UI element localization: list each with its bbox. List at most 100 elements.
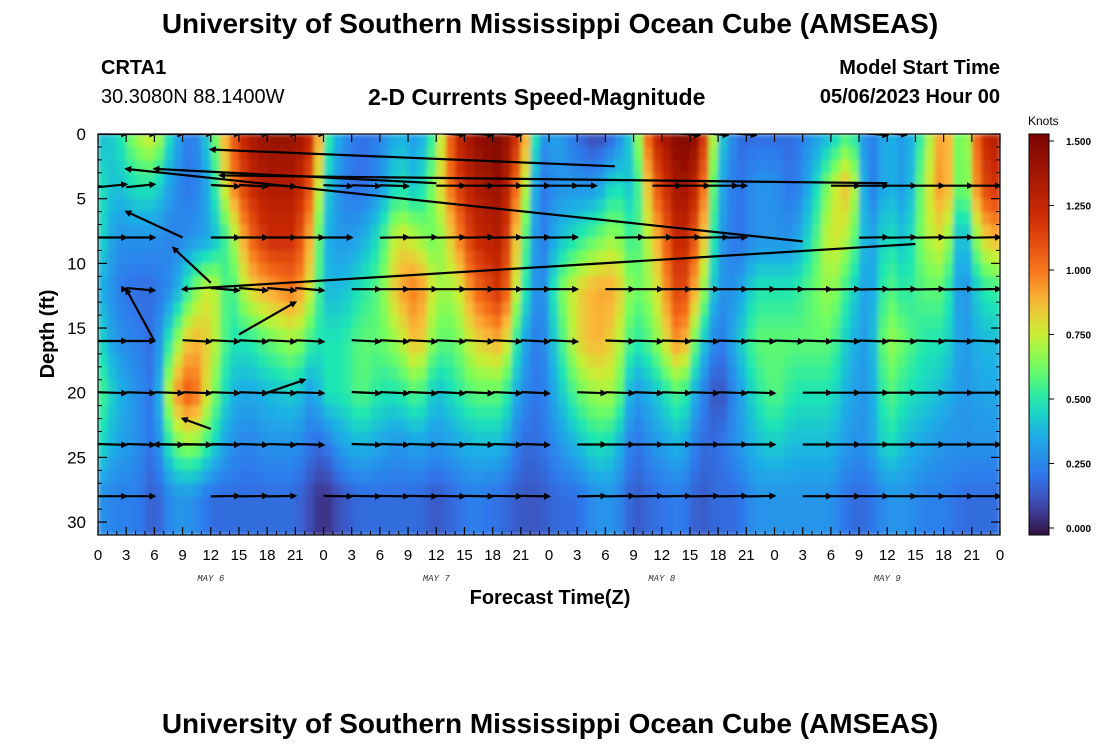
current-vector — [718, 337, 749, 345]
heatmap-cell — [173, 289, 184, 303]
heatmap-cell — [135, 250, 146, 264]
x-tick-label: 12 — [653, 547, 670, 564]
heatmap-cell — [624, 302, 635, 316]
heatmap-cell — [257, 340, 268, 355]
heatmap-cell — [520, 159, 531, 174]
heatmap-cell — [107, 509, 118, 523]
heatmap-cell — [802, 444, 813, 458]
heatmap-cell — [962, 470, 973, 484]
heatmap-cell — [746, 470, 757, 484]
heatmap-cell — [342, 457, 353, 471]
heatmap-cell — [455, 315, 466, 329]
heatmap-cells — [98, 134, 1000, 535]
heatmap-cell — [126, 522, 137, 535]
heatmap-cell — [455, 483, 466, 497]
heatmap-cell — [934, 483, 945, 497]
heatmap-cell — [257, 353, 268, 368]
heatmap-cell — [361, 379, 372, 394]
heatmap-cell — [483, 418, 494, 433]
heatmap-cell — [98, 315, 108, 329]
heatmap-cell — [915, 224, 926, 239]
heatmap-cell — [962, 159, 973, 174]
heatmap-cell — [229, 470, 240, 484]
heatmap-cell — [953, 353, 964, 368]
heatmap-cell — [859, 522, 870, 535]
heatmap-cell — [539, 159, 550, 174]
heatmap-cell — [370, 237, 381, 252]
heatmap-cell — [915, 328, 926, 342]
heatmap-cell — [511, 276, 522, 290]
heatmap-cell — [257, 457, 268, 471]
heatmap-cell — [567, 198, 578, 213]
heatmap-cell — [464, 263, 475, 277]
heatmap-cell — [455, 211, 466, 226]
heatmap-cell — [783, 418, 794, 433]
heatmap-cell — [549, 134, 559, 148]
heatmap-cell — [887, 276, 898, 290]
heatmap-cell — [652, 483, 663, 497]
heatmap-cell — [248, 159, 259, 174]
heatmap-cell — [887, 237, 898, 252]
heatmap-cell — [877, 172, 888, 187]
heatmap-cell — [455, 509, 466, 523]
heatmap-cell — [981, 418, 992, 433]
heatmap-cell — [614, 211, 625, 226]
heatmap-cell — [530, 509, 541, 523]
current-vector — [671, 233, 702, 241]
heatmap-cell — [934, 379, 945, 394]
heatmap-cell — [558, 353, 569, 368]
heatmap-cell — [859, 250, 870, 264]
heatmap-cell — [821, 470, 832, 484]
heatmap-cell — [708, 159, 719, 174]
heatmap-cell — [953, 522, 964, 535]
current-vector — [718, 492, 749, 500]
heatmap-cell — [351, 509, 362, 523]
heatmap-cell — [671, 353, 682, 368]
heatmap-cell — [398, 340, 409, 355]
heatmap-cell — [257, 250, 268, 264]
heatmap-cell — [464, 418, 475, 433]
heatmap-cell — [98, 172, 108, 187]
heatmap-cell — [220, 366, 231, 381]
heatmap-cell — [483, 185, 494, 200]
heatmap-cell — [520, 289, 531, 303]
heatmap-cell — [877, 353, 888, 368]
heatmap-cell — [793, 146, 804, 161]
heatmap-cell — [473, 172, 484, 187]
heatmap-cell — [802, 159, 813, 174]
heatmap-cell — [116, 392, 127, 407]
heatmap-cell — [332, 340, 343, 355]
heatmap-cell — [793, 315, 804, 329]
heatmap-cell — [642, 483, 653, 497]
heatmap-cell — [840, 198, 851, 213]
heatmap-cell — [708, 353, 719, 368]
heatmap-cell — [455, 496, 466, 510]
heatmap-cell — [642, 457, 653, 471]
heatmap-cell — [934, 509, 945, 523]
heatmap-cell — [746, 483, 757, 497]
heatmap-cell — [567, 211, 578, 226]
heatmap-cell — [502, 379, 513, 394]
heatmap-cell — [361, 198, 372, 213]
heatmap-cell — [558, 276, 569, 290]
heatmap-cell — [323, 302, 334, 316]
heatmap-cell — [173, 276, 184, 290]
heatmap-cell — [135, 302, 146, 316]
heatmap-cell — [361, 185, 372, 200]
heatmap-cell — [398, 289, 409, 303]
heatmap-cell — [689, 496, 700, 510]
heatmap-cell — [642, 328, 653, 342]
heatmap-cell — [689, 315, 700, 329]
heatmap-cell — [173, 198, 184, 213]
heatmap-cell — [821, 302, 832, 316]
heatmap-cell — [408, 366, 419, 381]
heatmap-cell — [708, 185, 719, 200]
heatmap-cell — [295, 224, 306, 239]
heatmap-cell — [953, 198, 964, 213]
heatmap-cell — [417, 146, 428, 161]
heatmap-cell — [943, 509, 954, 523]
heatmap-cell — [718, 224, 729, 239]
heatmap-cell — [887, 418, 898, 433]
heatmap-cell — [783, 289, 794, 303]
heatmap-cell — [220, 146, 231, 161]
